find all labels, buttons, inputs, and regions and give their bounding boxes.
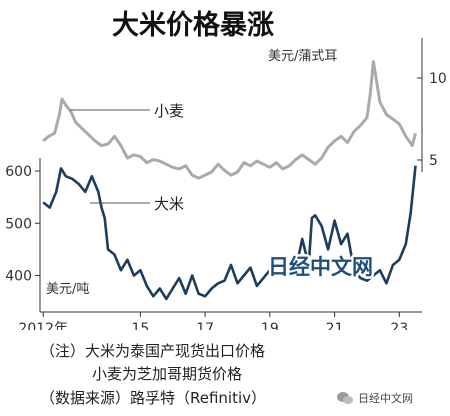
watermark-text: 日经中文网 <box>268 255 373 279</box>
note-rice: （注）大米为泰国产现货出口价格 <box>40 342 266 360</box>
corner-watermark: 日经中文网 <box>336 388 444 412</box>
rice-wheat-chart: 大米价格暴涨 10 5 美元/蒲式耳 美元/吨 400 500 600 2012年 1… <box>5 10 447 330</box>
rice-tick-label-500: 500 <box>5 216 32 232</box>
x-tick-label-3: 19 <box>261 321 279 330</box>
wheat-tick-label-5: 5 <box>429 153 438 169</box>
rice-series-label: 大米 <box>154 195 184 213</box>
rice-tick-label-600: 600 <box>5 164 32 180</box>
corner-watermark-text: 日经中文网 <box>358 391 413 405</box>
x-tick-label-0: 2012年 <box>18 321 68 330</box>
rice-y-ticks: 400 500 600 <box>5 164 40 284</box>
watermark: 日经中文网 日经中文网 <box>266 253 376 282</box>
note-source: （数据来源）路孚特（Refinitiv） <box>40 389 267 407</box>
rice-series-line <box>42 165 417 301</box>
chart-title: 大米价格暴涨 <box>112 10 274 41</box>
watermark-halo: 日经中文网 <box>268 255 373 279</box>
x-ticks: 2012年 15 17 19 21 23 <box>18 312 408 330</box>
wechat-icon: 日经中文网 <box>337 391 413 405</box>
note-wheat: 小麦为芝加哥期货价格 <box>92 365 243 383</box>
wheat-unit-label: 美元/蒲式耳 <box>268 49 337 64</box>
rice-tick-label-400: 400 <box>5 268 32 284</box>
wheat-series-line <box>42 60 417 180</box>
wheat-series-label: 小麦 <box>154 102 184 120</box>
x-tick-label-4: 21 <box>326 321 344 330</box>
wheat-tick-label-10: 10 <box>429 71 447 87</box>
rice-unit-label: 美元/吨 <box>46 282 89 297</box>
x-tick-label-1: 15 <box>131 321 149 330</box>
x-tick-label-5: 23 <box>390 321 408 330</box>
x-tick-label-2: 17 <box>196 321 214 330</box>
